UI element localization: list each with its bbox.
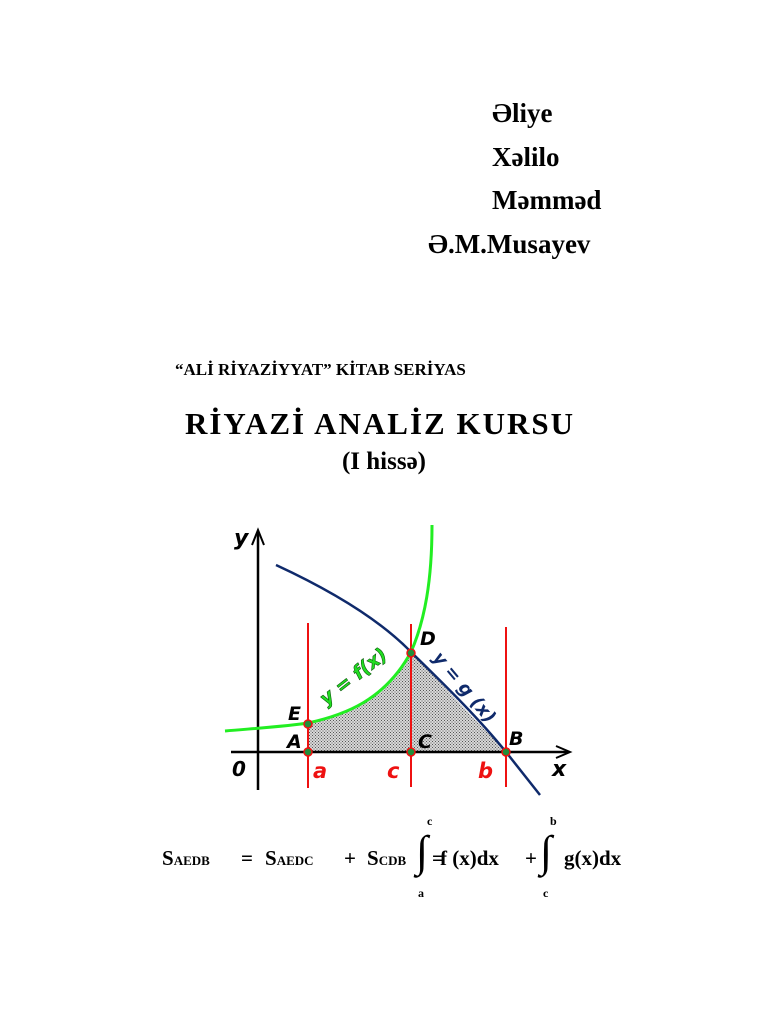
formula-equals-2: =	[432, 846, 444, 870]
shaded-region	[308, 652, 506, 752]
y-axis-arrow	[251, 527, 265, 546]
point-E	[303, 719, 313, 729]
tick-c: c	[387, 759, 400, 783]
point-B	[501, 747, 511, 757]
book-series: “ALİ RİYAZİYYAT” KİTAB SERİYAS	[175, 360, 466, 379]
label-E: E	[288, 703, 301, 725]
formula-plus-1: +	[344, 846, 356, 870]
curve-f	[224, 524, 434, 733]
integral-2-upper: b	[550, 814, 557, 828]
formula-s-cdb: SCDB	[367, 846, 407, 870]
area-formula: SAEDB = SAEDC + SCDB = c ∫ a f (x)dx + b…	[162, 812, 642, 902]
label-D: D	[420, 628, 436, 650]
point-C	[406, 747, 416, 757]
book-title: RİYAZİ ANALİZ KURSU	[184, 406, 575, 441]
author-name-4: Ə.M.Musayev	[428, 229, 591, 259]
label-B: B	[509, 728, 523, 750]
tick-b: b	[478, 759, 493, 783]
author-name-2: Xəlilo	[492, 142, 560, 172]
integral-1-lower: a	[418, 886, 424, 900]
point-D	[406, 648, 416, 658]
integral-1-upper: c	[427, 814, 433, 828]
book-subtitle: (I hissə)	[341, 448, 427, 475]
origin-label: 0	[232, 757, 246, 781]
formula-s-aedc: SAEDC	[265, 846, 314, 870]
formula-equals-1: =	[241, 846, 253, 870]
integral-2-body: g(x)dx	[564, 846, 622, 870]
tick-a: a	[313, 759, 327, 783]
author-name-1: Əliye	[492, 98, 553, 128]
formula-s-aedb: SAEDB	[162, 846, 210, 870]
point-A	[303, 747, 313, 757]
formula-plus-2: +	[525, 846, 537, 870]
integral-sign-2: ∫	[540, 827, 553, 876]
integral-sign-1: ∫	[416, 827, 429, 876]
y-axis-label: y	[234, 526, 250, 551]
x-axis-arrow	[555, 745, 573, 759]
integral-1-body: f (x)dx	[440, 846, 499, 870]
integral-2-lower: c	[543, 886, 549, 900]
label-A: A	[285, 731, 302, 753]
x-axis-label: x	[551, 757, 567, 782]
author-name-3: Məmməd	[492, 185, 602, 215]
label-C: C	[418, 731, 432, 753]
